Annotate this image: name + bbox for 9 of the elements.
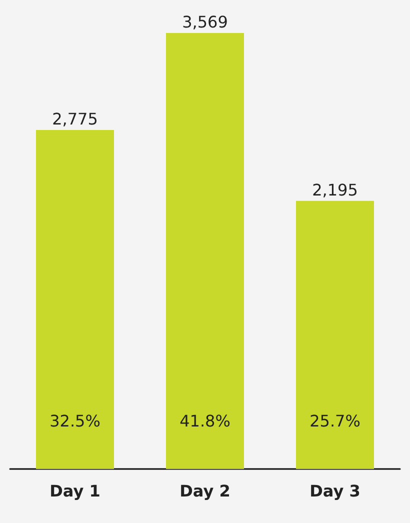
x-tick-label: Day 1: [50, 482, 100, 500]
data-label: 3,569: [182, 12, 228, 32]
data-label: 2,195: [312, 180, 358, 200]
annotation: 25.7%: [310, 412, 360, 430]
x-tick-label: Day 2: [180, 482, 230, 500]
annotation: 32.5%: [50, 412, 100, 430]
x-tick-label: Day 3: [310, 482, 360, 500]
data-label: 2,775: [52, 109, 98, 128]
annotation: 41.8%: [180, 412, 230, 430]
